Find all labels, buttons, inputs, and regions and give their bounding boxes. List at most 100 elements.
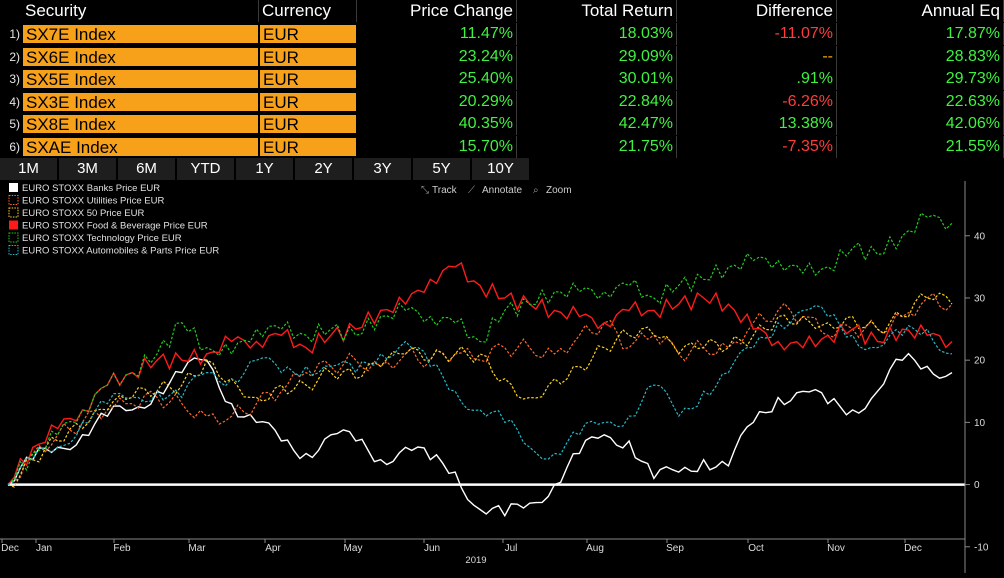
- total-return-cell: 29.09%: [517, 45, 677, 68]
- table-header: Security Currency Price Change Total Ret…: [0, 0, 1004, 22]
- legend-label-stoxx50[interactable]: EURO STOXX 50 Price EUR: [22, 208, 144, 219]
- header-total-return[interactable]: Total Return: [517, 0, 677, 22]
- y-axis: -10 0 10 20 30 40: [964, 181, 989, 573]
- track-icon[interactable]: ⤡: [421, 185, 429, 196]
- x-tick-label: Dec: [1, 543, 19, 554]
- total-return-cell: 18.03%: [517, 23, 677, 45]
- total-return-cell: 22.84%: [517, 90, 677, 113]
- x-tick-label: Aug: [586, 543, 604, 554]
- period-button-10y[interactable]: 10Y: [472, 158, 530, 180]
- legend-swatch-stoxx50: [8, 207, 19, 218]
- table-row[interactable]: 5) SX8E Index EUR 40.35% 42.47% 13.38% 42.06%: [0, 113, 1004, 135]
- price-change-cell: 23.24%: [357, 45, 517, 68]
- period-button-5y[interactable]: 5Y: [413, 158, 471, 180]
- period-button-ytd[interactable]: YTD: [177, 158, 235, 180]
- header-price-change[interactable]: Price Change: [357, 0, 517, 22]
- series-line-utilities[interactable]: [7, 292, 953, 486]
- price-change-cell: 15.70%: [357, 135, 517, 158]
- difference-cell: -6.26%: [677, 90, 837, 113]
- x-year-label: 2019: [465, 555, 486, 566]
- security-cell[interactable]: SX7E Index: [22, 24, 259, 44]
- price-change-cell: 25.40%: [357, 68, 517, 90]
- series-line-food[interactable]: [7, 261, 953, 486]
- legend-swatch-tech: [8, 232, 19, 243]
- track-button[interactable]: Track: [432, 185, 458, 196]
- table-row[interactable]: 2) SX6E Index EUR 23.24% 29.09% -- 28.83%: [0, 45, 1004, 68]
- series-line-banks[interactable]: [7, 352, 953, 518]
- x-tick-label: Apr: [265, 543, 281, 554]
- zoom-button[interactable]: Zoom: [546, 185, 572, 196]
- annual-eq-cell: 29.73%: [837, 68, 1004, 90]
- x-tick-label: Jun: [424, 543, 440, 554]
- annotate-button[interactable]: Annotate: [482, 185, 522, 196]
- y-tick-label: 10: [974, 418, 986, 429]
- x-tick-label: Nov: [827, 543, 845, 554]
- period-button-1m[interactable]: 1M: [0, 158, 58, 180]
- y-tick-label: 0: [974, 480, 980, 491]
- performance-line-chart[interactable]: ⤡ Track ⟋ Annotate ⌕ Zoom EURO STOXX Ban…: [0, 181, 1004, 578]
- difference-cell: .91%: [677, 68, 837, 90]
- legend-label-food[interactable]: EURO STOXX Food & Beverage Price EUR: [22, 221, 208, 232]
- difference-cell: 13.38%: [677, 113, 837, 135]
- y-tick-label: 40: [974, 231, 986, 242]
- security-cell[interactable]: SX8E Index: [22, 114, 259, 134]
- header-security[interactable]: Security: [22, 0, 259, 22]
- security-cell[interactable]: SXAE Index: [22, 136, 259, 157]
- x-tick-label: Feb: [113, 543, 131, 554]
- legend-swatch-autos: [8, 245, 19, 255]
- chart-toolbar: ⤡ Track ⟋ Annotate ⌕ Zoom: [421, 185, 572, 196]
- row-number: 1): [9, 27, 20, 41]
- y-tick-label: 30: [974, 293, 986, 304]
- period-button-3y[interactable]: 3Y: [354, 158, 412, 180]
- currency-cell: EUR: [259, 136, 357, 157]
- header-currency[interactable]: Currency: [259, 0, 357, 22]
- row-number: 4): [9, 94, 20, 109]
- x-tick-label: Dec: [904, 543, 922, 554]
- period-button-3m[interactable]: 3M: [59, 158, 117, 180]
- legend-swatch-food: [9, 220, 18, 230]
- security-cell[interactable]: SX6E Index: [22, 46, 259, 67]
- table-row[interactable]: 3) SX5E Index EUR 25.40% 30.01% .91% 29.73%: [0, 68, 1004, 90]
- legend-swatch-utilities: [8, 195, 19, 205]
- total-return-cell: 21.75%: [517, 135, 677, 158]
- price-change-cell: 40.35%: [357, 113, 517, 135]
- currency-cell: EUR: [259, 46, 357, 67]
- series-line-stoxx50[interactable]: [7, 292, 953, 488]
- legend-label-utilities[interactable]: EURO STOXX Utilities Price EUR: [22, 196, 164, 207]
- zoom-icon[interactable]: ⌕: [533, 185, 539, 196]
- x-tick-label: Jul: [505, 543, 518, 554]
- annual-eq-cell: 21.55%: [837, 135, 1004, 158]
- annual-eq-cell: 42.06%: [837, 113, 1004, 135]
- difference-cell: -11.07%: [677, 23, 837, 45]
- series-line-tech[interactable]: [7, 212, 953, 486]
- period-button-1y[interactable]: 1Y: [236, 158, 294, 180]
- table-row[interactable]: 4) SX3E Index EUR 20.29% 22.84% -6.26% 22.63%: [0, 90, 1004, 113]
- currency-cell: EUR: [259, 114, 357, 134]
- row-number: 3): [9, 72, 20, 86]
- price-change-cell: 20.29%: [357, 90, 517, 113]
- total-return-cell: 30.01%: [517, 68, 677, 90]
- series-line-autos[interactable]: [7, 304, 953, 486]
- table-row[interactable]: 6) SXAE Index EUR 15.70% 21.75% -7.35% 21.55%: [0, 135, 1004, 158]
- table-row[interactable]: 1) SX7E Index EUR 11.47% 18.03% -11.07% 17.87%: [0, 23, 1004, 45]
- row-number: 6): [9, 139, 20, 154]
- legend-label-tech[interactable]: EURO STOXX Technology Price EUR: [22, 233, 182, 244]
- security-cell[interactable]: SX5E Index: [22, 69, 259, 89]
- legend-label-banks[interactable]: EURO STOXX Banks Price EUR: [22, 183, 160, 194]
- difference-cell: -7.35%: [677, 135, 837, 158]
- price-change-cell: 11.47%: [357, 23, 517, 45]
- header-difference[interactable]: Difference: [677, 0, 837, 22]
- period-button-2y[interactable]: 2Y: [295, 158, 353, 180]
- period-button-6m[interactable]: 6M: [118, 158, 176, 180]
- legend: EURO STOXX Banks Price EUR EURO STOXX Uti…: [8, 183, 219, 257]
- legend-label-autos[interactable]: EURO STOXX Automobiles & Parts Price EUR: [22, 246, 219, 257]
- header-annual-eq[interactable]: Annual Eq: [837, 0, 1004, 22]
- annotate-icon[interactable]: ⟋: [468, 185, 475, 196]
- y-tick-label: -10: [974, 542, 989, 553]
- security-cell[interactable]: SX3E Index: [22, 91, 259, 112]
- series-lines: [7, 212, 965, 518]
- x-tick-label: Sep: [666, 543, 684, 554]
- y-tick-label: 20: [974, 356, 986, 367]
- currency-cell: EUR: [259, 69, 357, 89]
- x-axis: Dec Jan Feb Mar Apr May Jun Jul Aug Sep Oct Nov Dec 2…: [0, 538, 965, 566]
